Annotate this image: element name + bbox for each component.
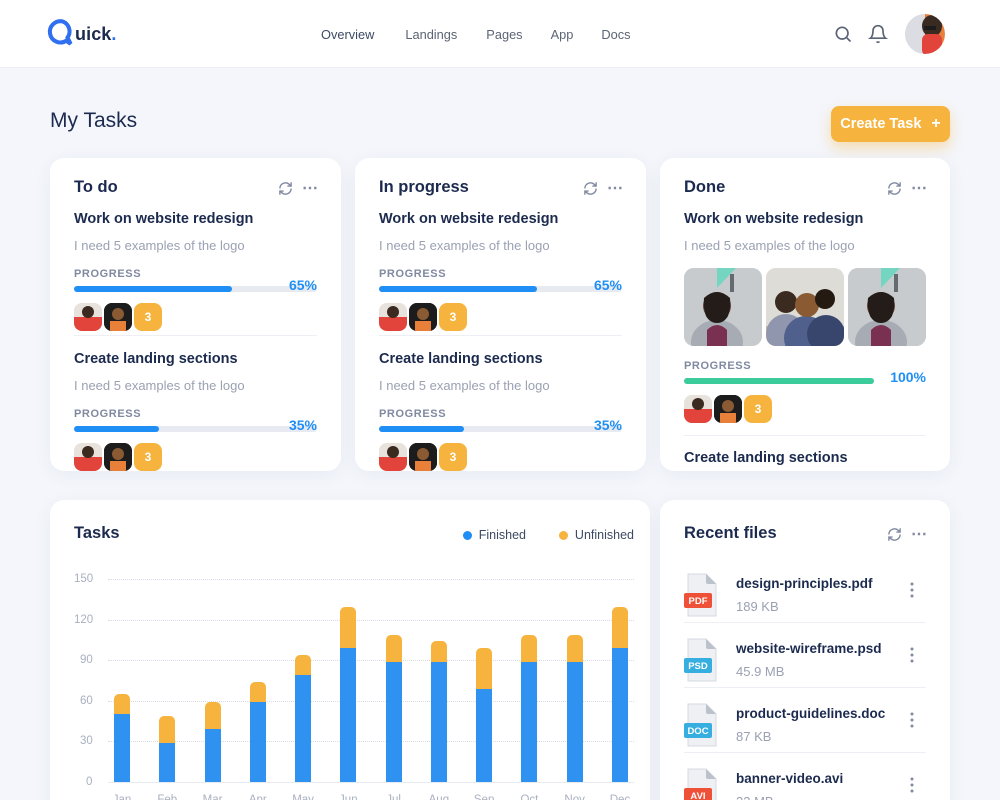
svg-text:DOC: DOC (687, 726, 708, 737)
svg-text:PDF: PDF (689, 596, 708, 607)
svg-text:AVI: AVI (690, 791, 705, 800)
svg-text:PSD: PSD (688, 661, 708, 672)
